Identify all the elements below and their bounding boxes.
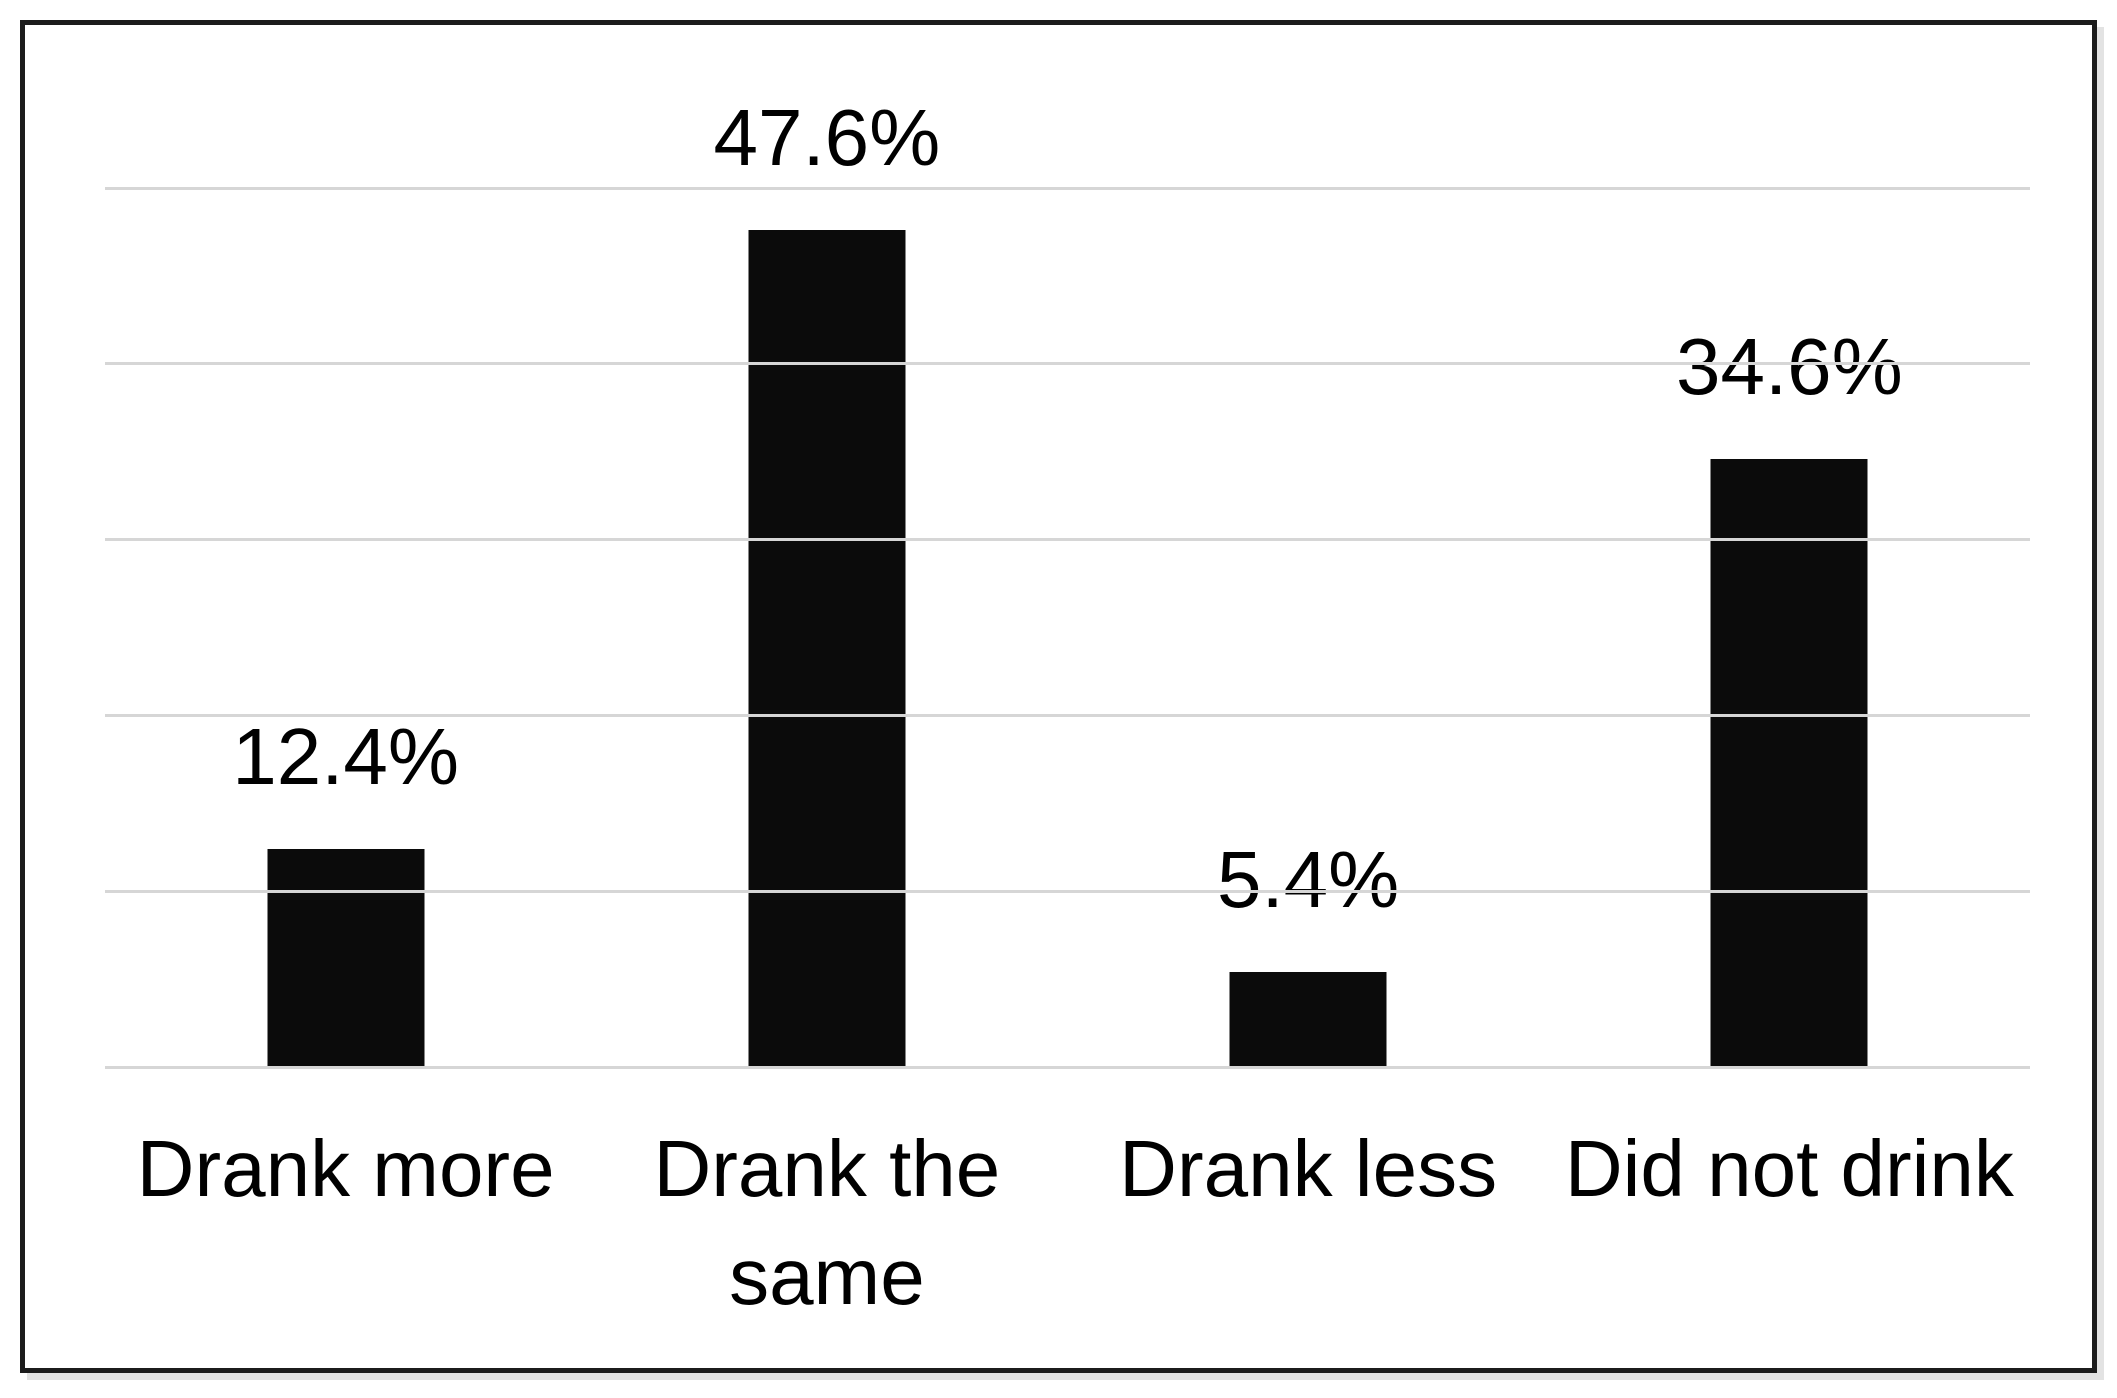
gridline [105, 1065, 2030, 1069]
gridline [105, 713, 2030, 717]
bar [748, 230, 906, 1067]
bar [1710, 458, 1868, 1067]
bar-value-label: 34.6% [1675, 321, 1903, 411]
gridline [105, 889, 2030, 893]
category-label: Drank less [1119, 1124, 1498, 1213]
category-label: Did not drink [1564, 1124, 2014, 1213]
x-axis-labels: Drank more Drank the same Drank less Did no… [105, 1115, 2030, 1331]
category-label: Drank more [136, 1124, 555, 1213]
gridline [105, 362, 2030, 366]
gridline [105, 538, 2030, 542]
bar-value-label: 12.4% [232, 712, 460, 802]
bar-group: 47.6% [586, 98, 1067, 1067]
bar [267, 849, 425, 1067]
chart-frame: 12.4% 47.6% 5.4% 34.6% Drank more Drank t… [20, 20, 2097, 1373]
bar-group: 12.4% [105, 188, 586, 1067]
bar-group: 5.4% [1068, 188, 1549, 1067]
bar-value-label: 5.4% [1216, 835, 1400, 925]
bar-group: 34.6% [1549, 188, 2030, 1067]
bar [1229, 972, 1387, 1067]
gridline [105, 186, 2030, 190]
bar-series: 12.4% 47.6% 5.4% 34.6% [105, 98, 2030, 1067]
bar-value-label: 47.6% [713, 93, 941, 183]
plot-area: 12.4% 47.6% 5.4% 34.6% [105, 98, 2030, 1069]
category-label: Drank the same [653, 1124, 1001, 1321]
